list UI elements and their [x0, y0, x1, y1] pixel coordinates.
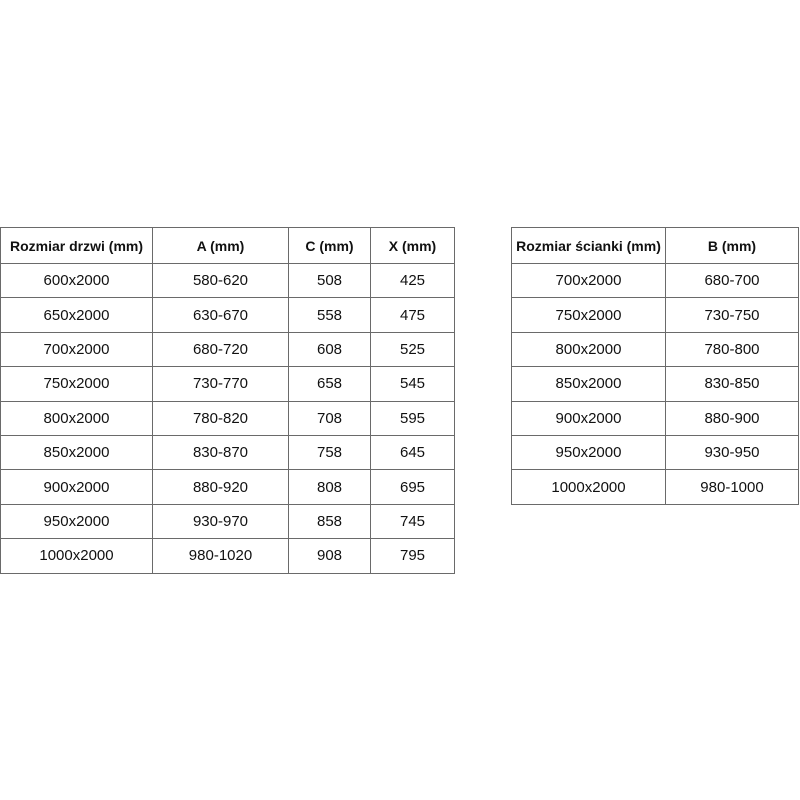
table-cell: 425 [370, 262, 455, 299]
table-header-row: Rozmiar ścianki (mm) B (mm) [511, 227, 799, 264]
table-row: 900x2000 880-920 808 695 [0, 469, 455, 505]
table-cell: 750x2000 [511, 297, 666, 333]
table-cell: 595 [370, 400, 455, 436]
table-cell: 758 [288, 434, 371, 471]
table-cell: 658 [288, 366, 371, 402]
table-cell: 800x2000 [0, 400, 153, 436]
table-cell: 680-720 [152, 331, 289, 368]
table-cell: 908 [288, 538, 371, 574]
table-cell: 780-820 [152, 400, 289, 436]
table-row: 650x2000 630-670 558 475 [0, 297, 455, 333]
table-row: 900x2000 880-900 [511, 400, 799, 436]
table-cell: 830-850 [665, 366, 799, 402]
table-cell: 650x2000 [0, 297, 153, 333]
table-row: 700x2000 680-720 608 525 [0, 331, 455, 368]
table-row: 750x2000 730-770 658 545 [0, 366, 455, 402]
door-size-table: Rozmiar drzwi (mm) A (mm) C (mm) X (mm) 600… [0, 227, 455, 574]
table-row: 750x2000 730-750 [511, 297, 799, 333]
table-cell: 525 [370, 331, 455, 368]
table-cell: 930-950 [665, 434, 799, 471]
table-cell: 980-1000 [665, 469, 799, 505]
table-cell: 950x2000 [0, 503, 153, 540]
wall-size-table: Rozmiar ścianki (mm) B (mm) 700x2000 680-7… [511, 227, 799, 505]
table-row: 800x2000 780-800 [511, 331, 799, 368]
table-cell: 880-900 [665, 400, 799, 436]
table-cell: 808 [288, 469, 371, 505]
table-cell: 558 [288, 297, 371, 333]
table-cell: 780-800 [665, 331, 799, 368]
table-cell: 708 [288, 400, 371, 436]
table-cell: 750x2000 [0, 366, 153, 402]
table-cell: 600x2000 [0, 262, 153, 299]
table-cell: 608 [288, 331, 371, 368]
table-cell: 1000x2000 [0, 538, 153, 574]
table-cell: 850x2000 [0, 434, 153, 471]
column-header: B (mm) [665, 227, 799, 264]
table-cell: 850x2000 [511, 366, 666, 402]
table-row: 800x2000 780-820 708 595 [0, 400, 455, 436]
table-cell: 900x2000 [0, 469, 153, 505]
table-row: 600x2000 580-620 508 425 [0, 262, 455, 299]
table-cell: 700x2000 [0, 331, 153, 368]
table-row: 850x2000 830-850 [511, 366, 799, 402]
table-row: 1000x2000 980-1020 908 795 [0, 538, 455, 574]
table-cell: 695 [370, 469, 455, 505]
table-cell: 880-920 [152, 469, 289, 505]
table-row: 850x2000 830-870 758 645 [0, 434, 455, 471]
column-header: A (mm) [152, 227, 289, 264]
table-cell: 730-770 [152, 366, 289, 402]
column-header: X (mm) [370, 227, 455, 264]
table-cell: 730-750 [665, 297, 799, 333]
table-cell: 580-620 [152, 262, 289, 299]
table-cell: 930-970 [152, 503, 289, 540]
table-cell: 508 [288, 262, 371, 299]
table-cell: 900x2000 [511, 400, 666, 436]
table-cell: 680-700 [665, 262, 799, 299]
table-header-row: Rozmiar drzwi (mm) A (mm) C (mm) X (mm) [0, 227, 455, 264]
table-cell: 745 [370, 503, 455, 540]
table-cell: 858 [288, 503, 371, 540]
column-header: Rozmiar drzwi (mm) [0, 227, 153, 264]
table-cell: 980-1020 [152, 538, 289, 574]
table-cell: 700x2000 [511, 262, 666, 299]
table-cell: 630-670 [152, 297, 289, 333]
table-cell: 475 [370, 297, 455, 333]
table-cell: 795 [370, 538, 455, 574]
table-cell: 950x2000 [511, 434, 666, 471]
table-cell: 545 [370, 366, 455, 402]
table-row: 700x2000 680-700 [511, 262, 799, 299]
table-row: 950x2000 930-970 858 745 [0, 503, 455, 540]
table-cell: 645 [370, 434, 455, 471]
column-header: Rozmiar ścianki (mm) [511, 227, 666, 264]
table-row: 950x2000 930-950 [511, 434, 799, 471]
table-cell: 800x2000 [511, 331, 666, 368]
table-cell: 1000x2000 [511, 469, 666, 505]
column-header: C (mm) [288, 227, 371, 264]
table-cell: 830-870 [152, 434, 289, 471]
table-row: 1000x2000 980-1000 [511, 469, 799, 505]
